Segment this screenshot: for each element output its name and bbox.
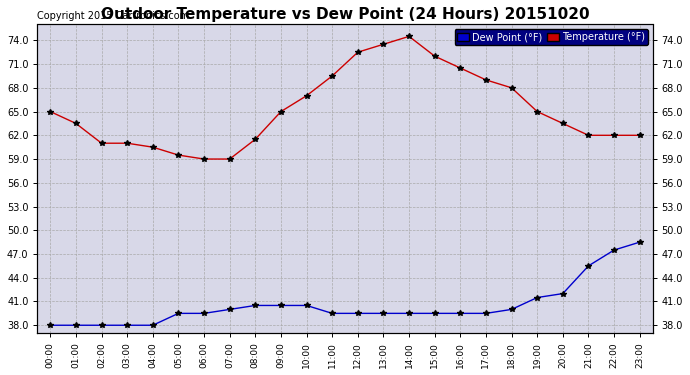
Legend: Dew Point (°F), Temperature (°F): Dew Point (°F), Temperature (°F) [455, 29, 648, 45]
Text: Copyright 2015 Cartronics.com: Copyright 2015 Cartronics.com [37, 11, 190, 21]
Title: Outdoor Temperature vs Dew Point (24 Hours) 20151020: Outdoor Temperature vs Dew Point (24 Hou… [101, 7, 589, 22]
